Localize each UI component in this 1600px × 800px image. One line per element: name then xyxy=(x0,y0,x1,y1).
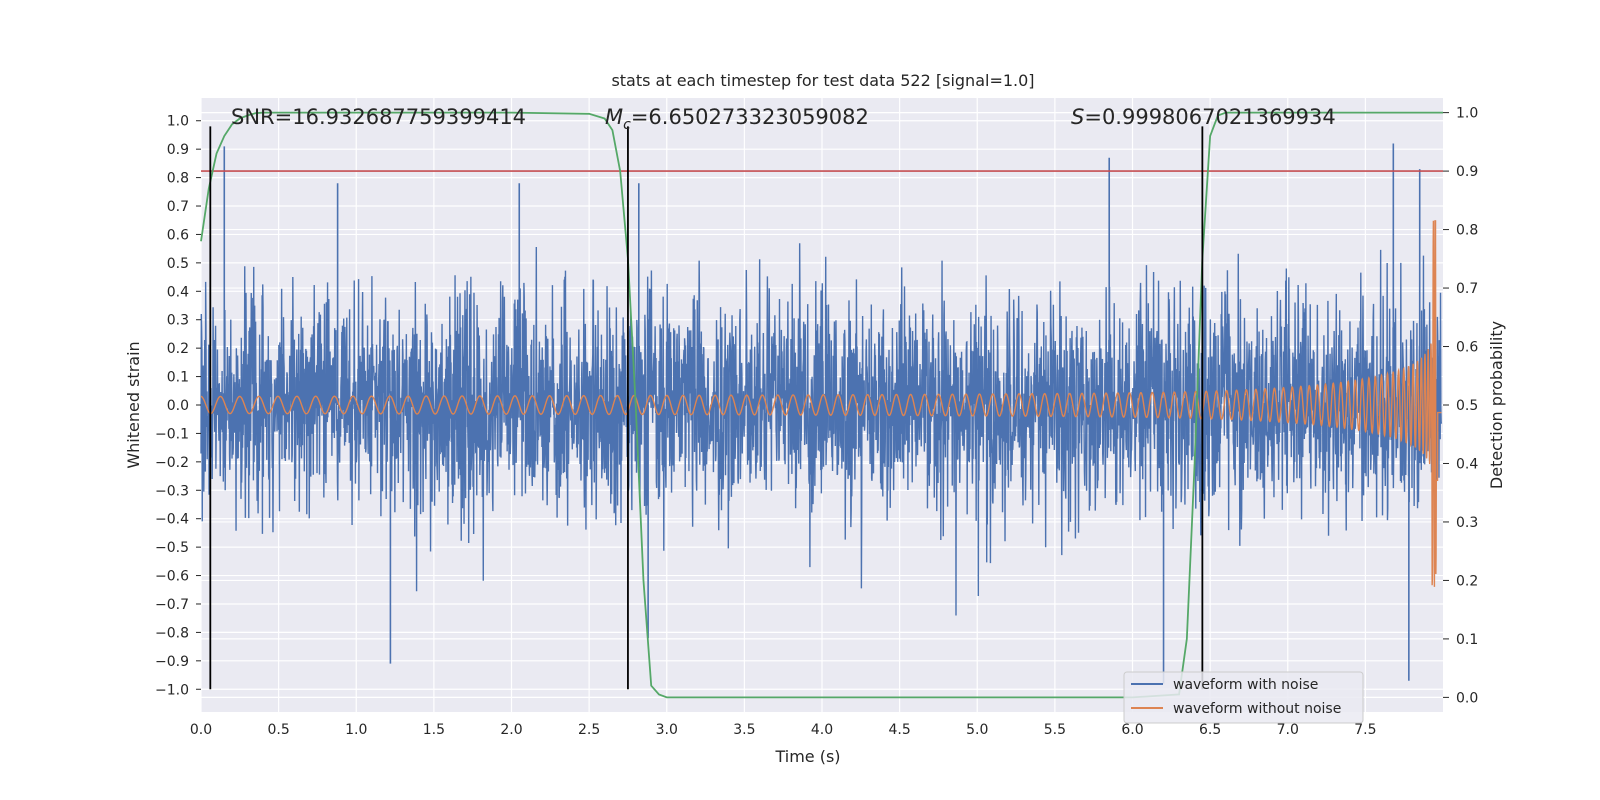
y-left-tick-label: 0.3 xyxy=(167,313,189,329)
y-left-tick-label: −0.4 xyxy=(155,512,189,528)
y-left-tick-label: 0.9 xyxy=(167,142,189,158)
legend-box xyxy=(1123,671,1364,724)
y-right-tick-label: 0.9 xyxy=(1456,164,1478,180)
y-left-tick-label: −0.2 xyxy=(155,455,189,471)
y-left-tick-label: −0.5 xyxy=(155,540,189,556)
legend-label-clean: waveform without noise xyxy=(1173,701,1341,717)
y-right-tick-label: 0.2 xyxy=(1456,573,1478,589)
series-waveform-without-noise xyxy=(200,220,1442,587)
y-left-tick-label: 0.2 xyxy=(167,341,189,357)
chirp-mass-value: =6.650273323059082 xyxy=(631,105,869,129)
chart-title: stats at each timestep for test data 522… xyxy=(611,71,1034,90)
x-tick-label: 7.5 xyxy=(1354,722,1376,738)
score-value: =0.9998067021369934 xyxy=(1084,105,1335,129)
x-tick-label: 5.5 xyxy=(1044,722,1066,738)
series-detection-probability xyxy=(200,111,1443,699)
legend: waveform with noise waveform without noi… xyxy=(1123,671,1364,724)
y-right-tick-label: 0.0 xyxy=(1456,690,1478,706)
y-right-tick-label: 0.3 xyxy=(1456,515,1478,531)
x-tick-label: 2.5 xyxy=(578,722,600,738)
chirp-mass-annotation: Mc=6.650273323059082 xyxy=(605,105,869,133)
y-left-tick-label: 0.1 xyxy=(167,370,189,386)
x-tick-label: 3.5 xyxy=(733,722,755,738)
x-tick-label: 4.5 xyxy=(888,722,910,738)
score-symbol: S xyxy=(1071,105,1084,129)
y-right-tick-label: 1.0 xyxy=(1456,106,1478,122)
y-left-axis-title: Whitened strain xyxy=(124,341,143,468)
y-left-tick-label: 0.8 xyxy=(167,171,189,187)
x-tick-label: 2.0 xyxy=(500,722,522,738)
y-right-tick-label: 0.1 xyxy=(1456,632,1478,648)
score-annotation: S=0.9998067021369934 xyxy=(1071,105,1336,129)
series-waveform-with-noise xyxy=(200,243,1443,616)
y-left-tick-label: −0.6 xyxy=(155,569,189,585)
x-tick-label: 1.0 xyxy=(345,722,367,738)
x-tick-label: 0.5 xyxy=(267,722,289,738)
marks-layer xyxy=(209,126,1204,690)
y-right-tick-label: 0.7 xyxy=(1456,281,1478,297)
y-left-tick-label: −0.9 xyxy=(155,654,189,670)
x-axis-title: Time (s) xyxy=(774,747,840,766)
y-right-axis-title: Detection probability xyxy=(1487,321,1506,489)
x-tick-label: 0.0 xyxy=(190,722,212,738)
x-tick-label: 4.0 xyxy=(811,722,833,738)
y-left-tick-label: 0.4 xyxy=(167,284,189,300)
snr-annotation: SNR=16.932687759399414 xyxy=(231,105,526,129)
y-left-tick-label: 1.0 xyxy=(167,114,189,130)
x-tick-label: 6.5 xyxy=(1199,722,1221,738)
y-left-tick-label: 0.6 xyxy=(167,227,189,243)
y-left-tick-label: 0.7 xyxy=(167,199,189,215)
y-right-tick-label: 0.5 xyxy=(1456,398,1478,414)
x-tick-label: 6.0 xyxy=(1121,722,1143,738)
legend-label-noise: waveform with noise xyxy=(1173,677,1318,693)
series-layer xyxy=(200,111,1443,699)
x-tick-label: 7.0 xyxy=(1277,722,1299,738)
y-left-tick-label: −0.8 xyxy=(155,625,189,641)
y-left-tick-label: 0.5 xyxy=(167,256,189,272)
y-right-tick-label: 0.8 xyxy=(1456,223,1478,239)
chirp-mass-subscript: c xyxy=(623,117,631,133)
x-tick-label: 1.5 xyxy=(423,722,445,738)
y-left-tick-label: −0.3 xyxy=(155,483,189,499)
y-left-tick-label: −0.1 xyxy=(155,426,189,442)
y-left-tick-label: −1.0 xyxy=(155,682,189,698)
y-left-tick-label: −0.7 xyxy=(155,597,189,613)
y-right-tick-label: 0.4 xyxy=(1456,456,1478,472)
x-tick-label: 5.0 xyxy=(966,722,988,738)
y-left-tick-label: 0.0 xyxy=(167,398,189,414)
y-right-tick-label: 0.6 xyxy=(1456,340,1478,356)
axes-layer: 0.0 0.5 1.0 1.5 2.0 2.5 3.0 3.5 4.0 4.5 5.0 5.5 6.0 6… xyxy=(155,106,1478,738)
x-tick-label: 3.0 xyxy=(656,722,678,738)
chirp-mass-symbol: M xyxy=(605,105,623,129)
